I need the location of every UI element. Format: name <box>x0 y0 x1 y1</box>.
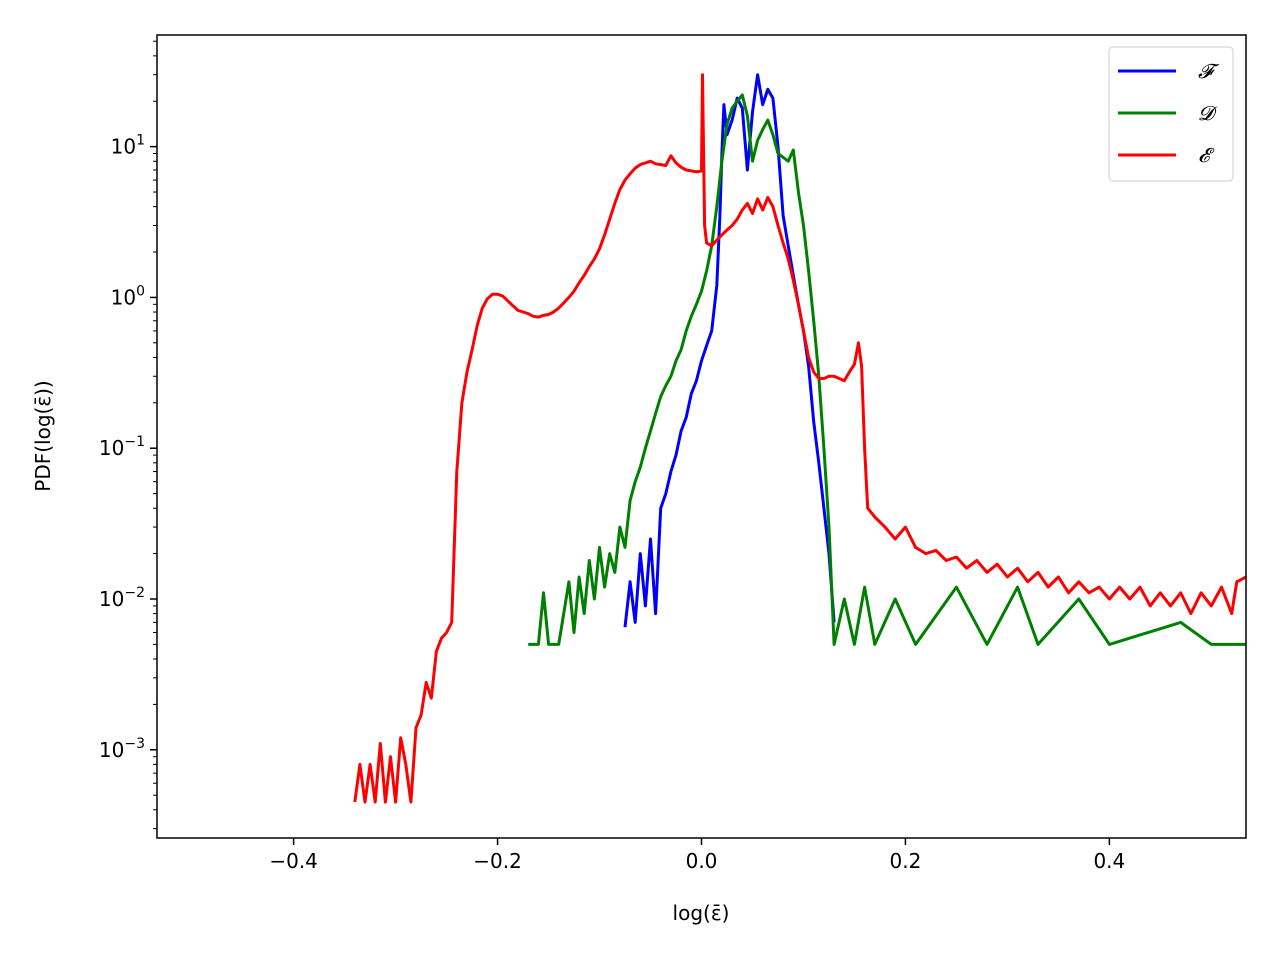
legend: 𝓕𝓓𝓔 <box>1108 46 1234 182</box>
x-tick-label: −0.2 <box>473 849 522 873</box>
legend-label: 𝓓 <box>1198 101 1218 125</box>
y-axis-label: PDF(log(ε̄)) <box>31 380 55 491</box>
y-tick-label: 101 <box>111 133 145 159</box>
y-tick-label: 10−2 <box>99 585 145 611</box>
x-tick-label: −0.4 <box>269 849 318 873</box>
y-tick-label: 10−3 <box>99 736 145 762</box>
series-line-1 <box>528 93 1246 646</box>
series-line-2 <box>353 73 1246 804</box>
y-tick-label: 100 <box>111 283 145 309</box>
x-tick-label: 0.4 <box>1093 849 1125 873</box>
x-tick-label: 0.2 <box>890 849 922 873</box>
x-tick-label: 0.0 <box>686 849 718 873</box>
y-tick-label: 10−1 <box>99 434 145 460</box>
x-axis-label: log(ε̄) <box>673 901 730 925</box>
axis-layer: −0.4 −0.2 0.0 0.2 0.4 10−3 10−2 10−1 100 101 <box>99 40 1125 873</box>
series-layer <box>353 73 1246 804</box>
